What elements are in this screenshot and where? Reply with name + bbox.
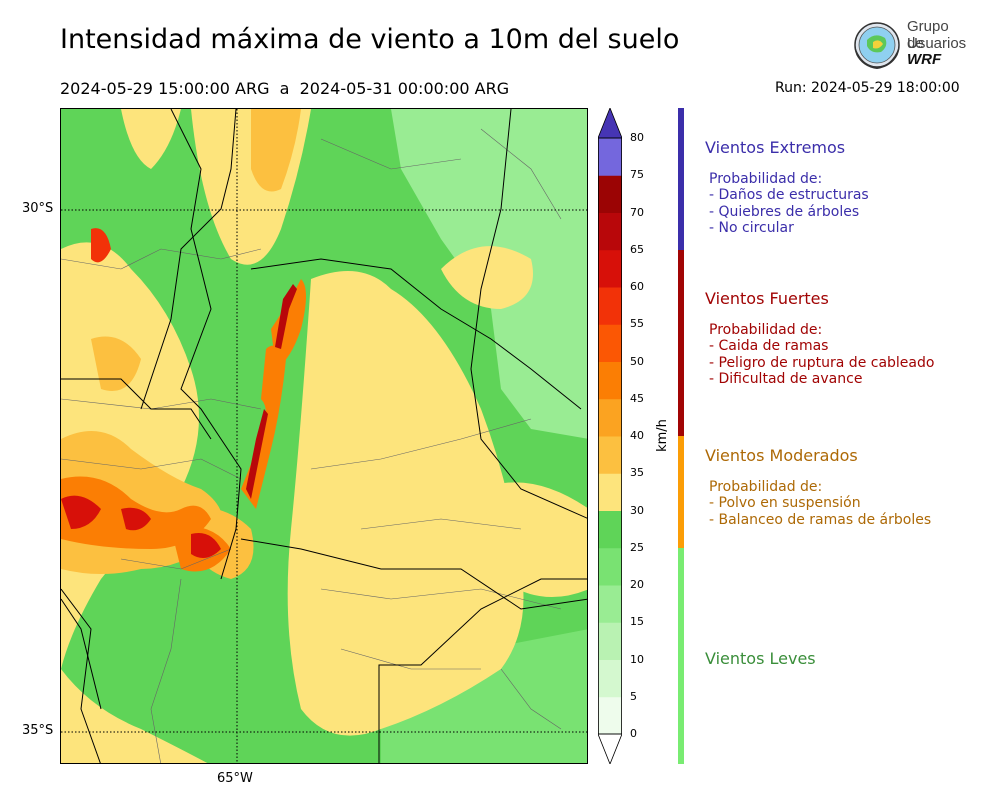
colorbar-tick-label: 50 bbox=[630, 354, 644, 368]
lat-label-35s: 35°S bbox=[22, 723, 54, 738]
colorbar-tick-label: 0 bbox=[630, 727, 637, 740]
colorbar-bin bbox=[598, 510, 622, 549]
lon-label-65w: 65°W bbox=[217, 771, 253, 786]
category-bar bbox=[678, 249, 684, 436]
category-description-line: Probabilidad de: bbox=[709, 171, 823, 187]
colorbar-bin bbox=[598, 175, 622, 213]
colorbar-tick-label: 20 bbox=[630, 578, 644, 591]
category-description-line: - Polvo en suspensión bbox=[709, 495, 861, 512]
colorbar-bin bbox=[598, 287, 622, 325]
colorbar-bin bbox=[598, 436, 622, 474]
colorbar-bin bbox=[598, 622, 622, 660]
category-bar bbox=[678, 547, 684, 764]
colorbar-bin bbox=[598, 547, 622, 586]
colorbar-tick-label: 55 bbox=[630, 317, 644, 331]
colorbar-tick-label: 45 bbox=[630, 391, 644, 405]
category-description-line: - Peligro de ruptura de cableado bbox=[709, 354, 935, 371]
category-title: Vientos Extremos bbox=[705, 138, 846, 157]
colorbar-tick-label: 65 bbox=[630, 242, 644, 256]
colorbar-unit: km/h bbox=[654, 419, 670, 452]
colorbar-bin bbox=[598, 361, 622, 400]
colorbar-bin bbox=[598, 585, 622, 623]
category-title: Vientos Fuertes bbox=[705, 289, 829, 308]
logo-line-3: WRF bbox=[907, 51, 942, 68]
category-description-line: - Balanceo de ramas de árboles bbox=[709, 511, 932, 528]
colorbar-bin bbox=[598, 249, 622, 288]
category-description-line: Probabilidad de: bbox=[709, 322, 823, 338]
category-description: Probabilidad de: - Daños de estructuras - … bbox=[709, 171, 869, 236]
colorbar-bin bbox=[598, 473, 622, 511]
colorbar-tick-label: 35 bbox=[630, 466, 644, 480]
colorbar-tick-label: 15 bbox=[630, 615, 644, 629]
colorbar-bin bbox=[598, 212, 622, 251]
category-description-line: - No circular bbox=[709, 219, 794, 236]
colorbar-tick-label: 25 bbox=[630, 540, 644, 554]
lat-label-30s: 30°S bbox=[22, 201, 54, 216]
colorbar-bin bbox=[598, 659, 622, 698]
colorbar-extend-top bbox=[598, 108, 622, 139]
colorbar bbox=[598, 108, 622, 764]
colorbar-tick-label: 40 bbox=[630, 429, 644, 442]
colorbar-tick-label: 75 bbox=[630, 168, 644, 182]
wind-field-svg bbox=[61, 109, 587, 763]
category-bar bbox=[678, 108, 684, 250]
logo-line-1: Grupo de bbox=[907, 18, 949, 52]
logo-line-2: Usuarios bbox=[907, 35, 967, 52]
colorbar-tick-label: 80 bbox=[630, 131, 644, 144]
colorbar-tick-label: 70 bbox=[630, 205, 644, 219]
category-description-line: Probabilidad de: bbox=[709, 479, 823, 495]
colorbar-outline bbox=[598, 137, 622, 735]
forecast-period: 2024-05-29 15:00:00 ARG a 2024-05-31 00:… bbox=[60, 79, 510, 98]
category-bar bbox=[678, 436, 684, 548]
category-description-line: - Caida de ramas bbox=[709, 338, 829, 355]
colorbar-tick-label: 30 bbox=[630, 503, 644, 517]
category-description-line: - Quiebres de árboles bbox=[709, 203, 860, 220]
category-description-line: - Daños de estructuras bbox=[709, 187, 869, 204]
category-title: Vientos Moderados bbox=[705, 446, 858, 465]
category-title: Vientos Leves bbox=[705, 649, 816, 668]
colorbar-tick-label: 5 bbox=[630, 689, 637, 703]
run-time: Run: 2024-05-29 18:00:00 bbox=[775, 80, 960, 96]
wind-map bbox=[60, 108, 588, 764]
colorbar-bin bbox=[598, 398, 622, 437]
colorbar-tick-label: 60 bbox=[630, 280, 644, 293]
category-description: Probabilidad de: - Caida de ramas - Peligr… bbox=[709, 322, 934, 387]
category-description: Probabilidad de: - Polvo en suspensión - B… bbox=[709, 479, 931, 528]
colorbar-tick-label: 10 bbox=[630, 652, 644, 666]
colorbar-bin bbox=[598, 696, 622, 735]
category-description-line: - Dificultad de avance bbox=[709, 370, 863, 387]
wrf-logo: Grupo de Usuarios WRF bbox=[849, 18, 969, 72]
colorbar-extend-bottom bbox=[598, 733, 622, 764]
map-title: Intensidad máxima de viento a 10m del su… bbox=[60, 24, 680, 55]
wrf-globe-icon bbox=[854, 22, 900, 70]
colorbar-bin bbox=[598, 138, 622, 176]
colorbar-bin bbox=[598, 324, 622, 362]
